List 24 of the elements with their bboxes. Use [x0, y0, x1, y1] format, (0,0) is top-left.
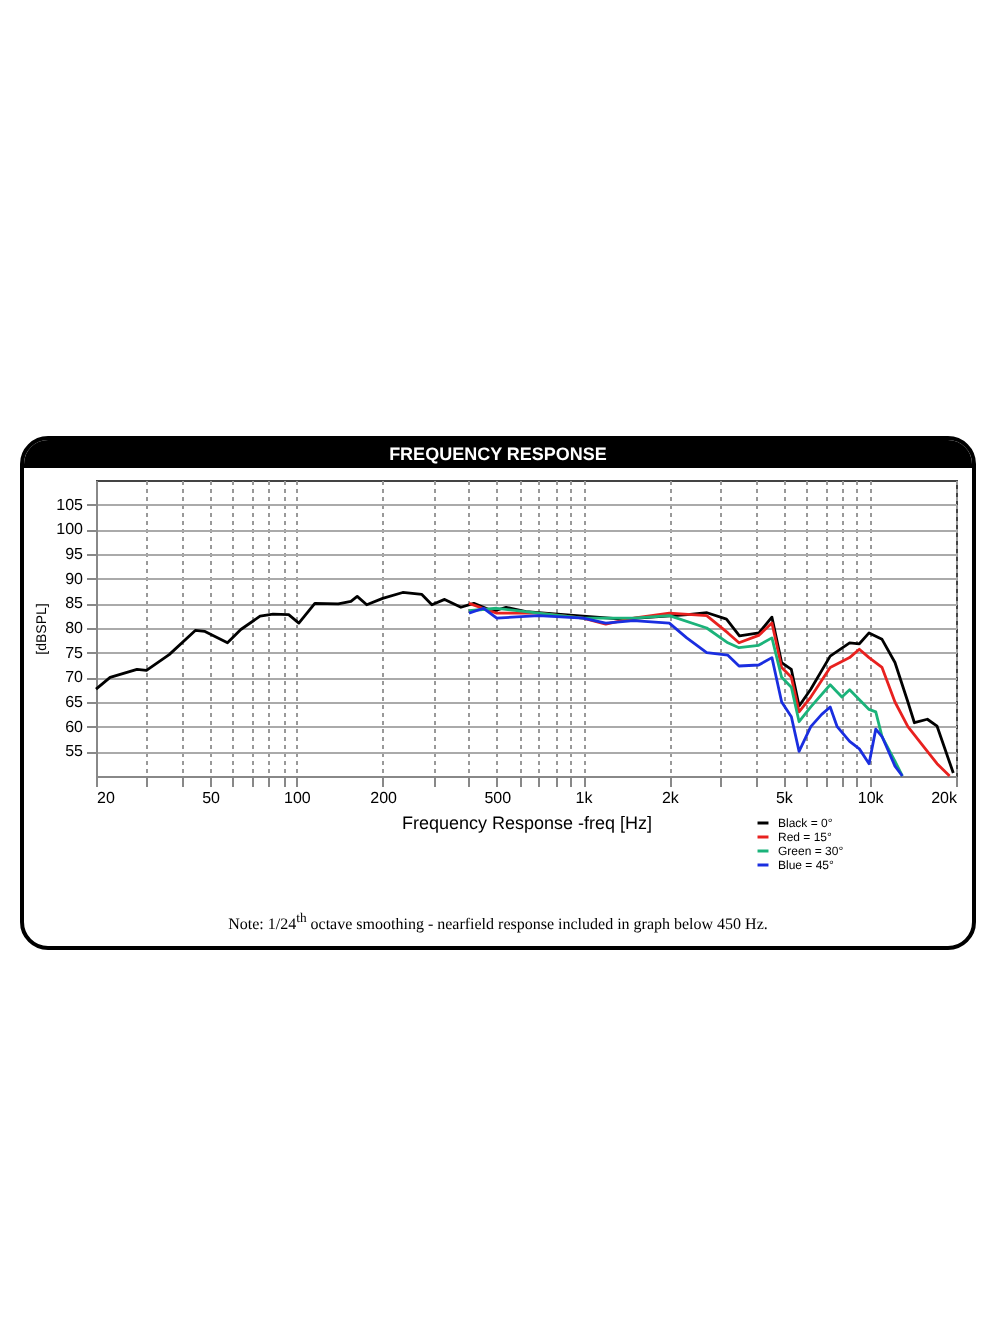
x-tick-label: 50: [202, 789, 222, 807]
x-tick-label: 100: [284, 789, 312, 807]
x-tick-label: 5k: [775, 789, 795, 807]
text: Note: 1/24$^{th}$ octave smoothing - nearfield response included in graph below 450 Hz.: [226, 910, 770, 938]
y-tick-label: 80: [65, 619, 85, 637]
x-tick-label: 10k: [857, 789, 886, 807]
y-tick-label: 90: [65, 569, 85, 588]
x-tick-label: 1k: [575, 789, 595, 807]
y-tick-label: 55: [65, 742, 85, 761]
y-tick-label: 60: [65, 717, 85, 736]
x-tick-label: 500: [484, 789, 513, 807]
y-tick-label: 95: [65, 545, 85, 563]
y-tick-label: 75: [65, 643, 85, 662]
y-tick-label: 70: [65, 668, 85, 687]
y-tick-label: 85: [65, 594, 85, 613]
x-tick-label: 20k: [931, 789, 959, 807]
x-axis-title: Frequency Response -freq [Hz]: [401, 813, 653, 833]
chart-title: FREQUENCY RESPONSE: [24, 440, 972, 468]
y-tick-label: 105: [56, 495, 85, 514]
x-tick-label: 20: [97, 789, 116, 807]
x-tick-label: 2k: [661, 789, 681, 807]
x-tick-label: 200: [370, 789, 399, 807]
y-tick-label: 65: [65, 693, 85, 711]
y-tick-label: 100: [56, 520, 85, 539]
